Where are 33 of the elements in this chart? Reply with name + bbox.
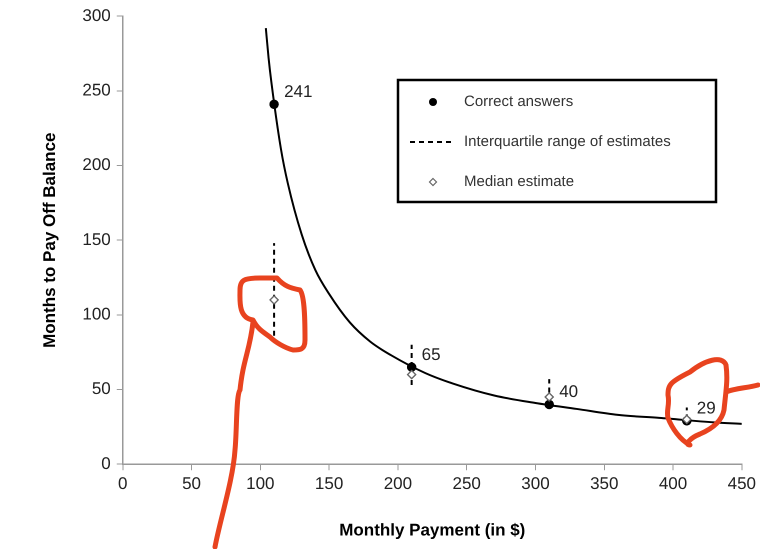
data-label: 241 (284, 82, 312, 101)
x-axis-title: Monthly Payment (in $) (339, 520, 526, 540)
x-tick-label: 200 (384, 474, 412, 494)
x-tick-label: 350 (590, 474, 618, 494)
x-tick-label: 250 (452, 474, 481, 494)
y-tick-label: 50 (92, 379, 111, 398)
y-axis-title: Months to Pay Off Balance (40, 132, 59, 348)
point (269, 100, 279, 109)
annotation: Interquartile range of estimates (464, 133, 671, 150)
y-tick-label: 300 (82, 6, 111, 25)
point (407, 370, 416, 380)
x-tick-label: 0 (118, 474, 128, 494)
x-tick-label: 300 (521, 474, 550, 494)
y-tick-label: 100 (82, 304, 111, 324)
x-tick-label: 400 (658, 474, 688, 494)
y-tick-label: 150 (82, 230, 111, 249)
point (407, 362, 416, 372)
data-label: 65 (422, 344, 441, 364)
y-tick-label: 250 (82, 80, 111, 100)
legend-label: Median estimate (464, 173, 574, 190)
point (544, 392, 554, 402)
x-tick-label: 150 (314, 474, 344, 494)
y-tick-label: 200 (82, 155, 111, 174)
point (269, 295, 279, 305)
x-tick-label: 100 (246, 474, 275, 494)
line-series (264, 27, 742, 425)
x-tick-label: 450 (728, 474, 756, 494)
point (544, 400, 554, 410)
data-label: 40 (559, 382, 578, 402)
data-label: 29 (696, 398, 716, 418)
legend-label: Correct answers (464, 93, 574, 110)
y-tick-label: 0 (101, 454, 111, 473)
x-tick-label: 50 (182, 474, 202, 494)
